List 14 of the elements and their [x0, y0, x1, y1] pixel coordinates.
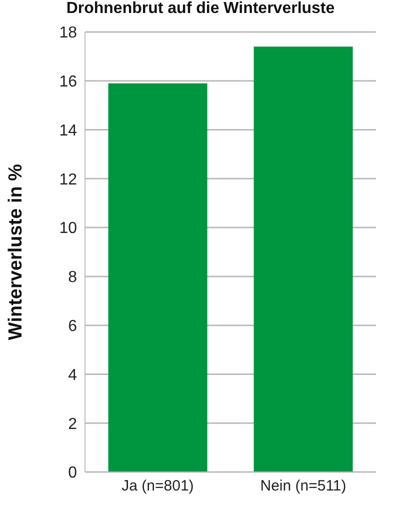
- y-tick-label: 16: [59, 74, 78, 91]
- y-tick-label: 10: [59, 220, 78, 238]
- y-axis-title: Winterverluste in %: [6, 164, 27, 340]
- y-tick-label: 4: [68, 366, 78, 384]
- y-tick-label: 12: [59, 171, 78, 188]
- chart-title: Drohnenbrut auf die Winterverluste: [65, 0, 336, 18]
- y-tick-label: 14: [59, 122, 78, 140]
- x-tick-label: Ja (n=801): [122, 478, 194, 495]
- y-tick-label: 2: [68, 416, 78, 433]
- x-tick-label: Nein (n=511): [260, 478, 346, 495]
- y-tick-label: 6: [68, 318, 78, 336]
- y-tick-label: 0: [68, 464, 78, 482]
- y-tick-label: 18: [59, 24, 78, 42]
- y-tick-label: 8: [68, 269, 78, 286]
